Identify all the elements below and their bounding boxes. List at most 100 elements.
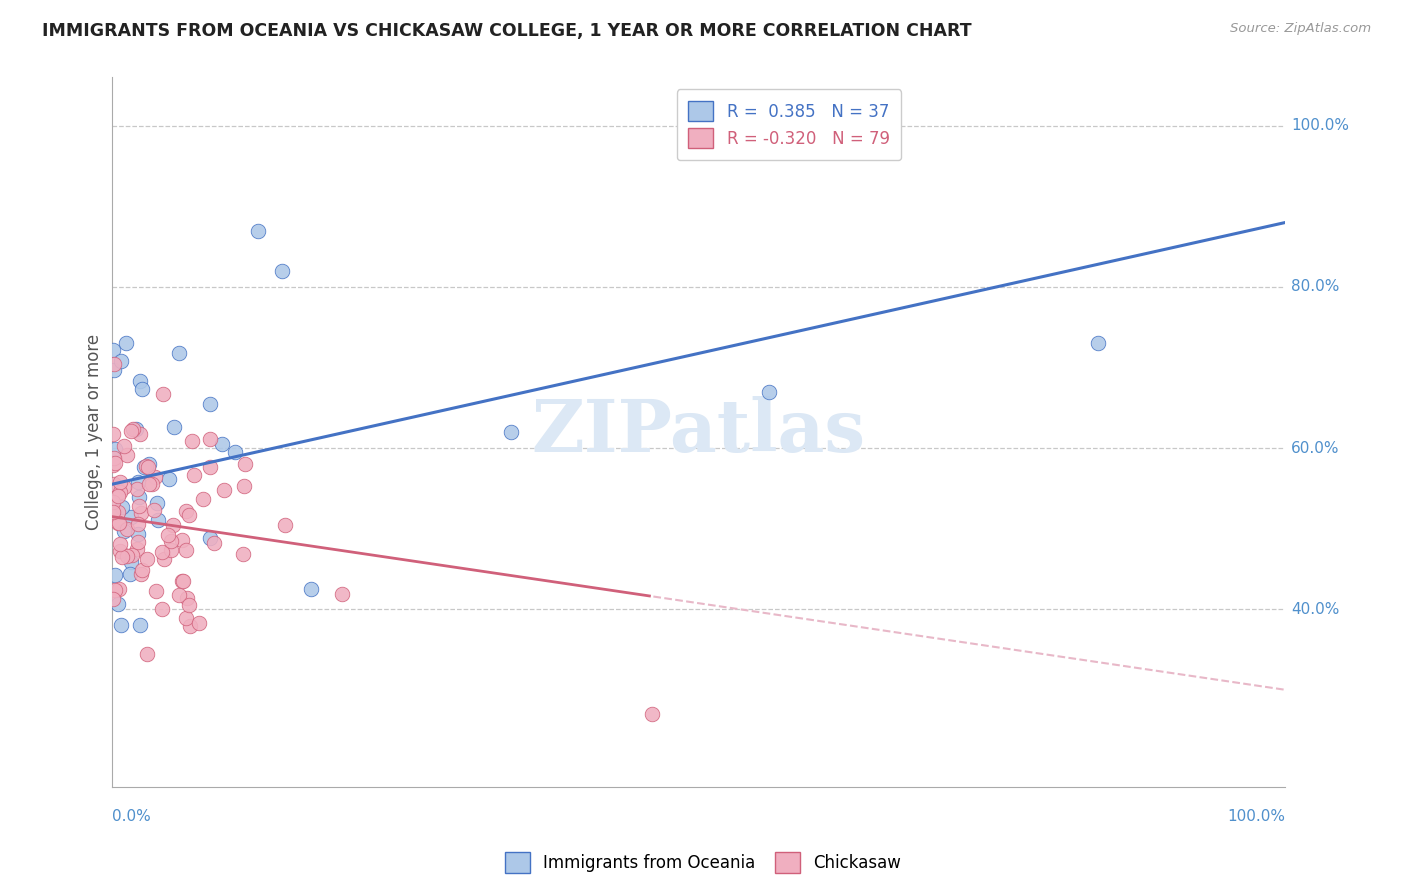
Point <box>129 566 152 581</box>
Point <box>758 384 780 399</box>
Point <box>104 456 127 470</box>
Point <box>232 547 254 561</box>
Point <box>104 567 127 582</box>
Point <box>176 504 198 518</box>
Point <box>110 484 132 499</box>
Point <box>145 584 167 599</box>
Point <box>103 450 125 465</box>
Legend: R =  0.385   N = 37, R = -0.320   N = 79: R = 0.385 N = 37, R = -0.320 N = 79 <box>676 89 901 160</box>
Point <box>211 437 233 451</box>
Point <box>128 499 150 513</box>
Point <box>162 518 184 533</box>
Point <box>110 544 132 558</box>
Point <box>114 335 136 350</box>
Point <box>176 543 198 558</box>
Point <box>153 552 176 566</box>
Point <box>111 500 134 514</box>
Point <box>152 386 174 401</box>
Point <box>121 549 143 563</box>
Point <box>108 582 131 596</box>
Point <box>120 567 142 582</box>
Point <box>108 516 131 531</box>
Point <box>101 505 124 519</box>
Point <box>156 528 179 542</box>
Text: Source: ZipAtlas.com: Source: ZipAtlas.com <box>1230 22 1371 36</box>
Point <box>167 588 190 602</box>
Legend: Immigrants from Oceania, Chickasaw: Immigrants from Oceania, Chickasaw <box>498 846 908 880</box>
Point <box>188 616 211 631</box>
Point <box>104 583 127 598</box>
Point <box>148 513 170 527</box>
Point <box>198 459 221 474</box>
Point <box>172 574 194 588</box>
Point <box>299 582 322 596</box>
Point <box>198 397 221 411</box>
Point <box>115 522 138 536</box>
Point <box>179 618 201 632</box>
Point <box>176 591 198 606</box>
Point <box>127 482 149 496</box>
Point <box>135 458 157 473</box>
Point <box>110 354 132 368</box>
Point <box>191 491 214 506</box>
Point <box>125 542 148 557</box>
Point <box>157 472 180 486</box>
Point <box>101 494 124 508</box>
Point <box>198 432 221 446</box>
Point <box>170 533 193 547</box>
Point <box>107 597 129 611</box>
Point <box>138 457 160 471</box>
Point <box>110 618 132 632</box>
Point <box>150 602 173 616</box>
Point <box>103 363 125 377</box>
Text: 80.0%: 80.0% <box>1291 279 1340 294</box>
Point <box>125 422 148 436</box>
Point <box>120 424 142 438</box>
Point <box>120 555 142 569</box>
Text: 100.0%: 100.0% <box>1291 119 1350 133</box>
Point <box>127 534 149 549</box>
Point <box>104 442 127 456</box>
Point <box>330 587 353 601</box>
Point <box>112 480 135 494</box>
Point <box>107 516 129 530</box>
Text: 60.0%: 60.0% <box>1291 441 1340 456</box>
Point <box>112 439 135 453</box>
Point <box>270 264 292 278</box>
Point <box>160 543 183 558</box>
Text: 100.0%: 100.0% <box>1227 809 1285 824</box>
Point <box>167 345 190 359</box>
Point <box>1087 336 1109 351</box>
Point <box>103 592 125 607</box>
Point <box>141 477 163 491</box>
Point <box>150 544 173 558</box>
Point <box>136 647 159 661</box>
Point <box>128 490 150 504</box>
Point <box>129 506 152 520</box>
Point <box>146 496 169 510</box>
Point <box>114 524 136 539</box>
Point <box>108 537 131 551</box>
Text: IMMIGRANTS FROM OCEANIA VS CHICKASAW COLLEGE, 1 YEAR OR MORE CORRELATION CHART: IMMIGRANTS FROM OCEANIA VS CHICKASAW COL… <box>42 22 972 40</box>
Point <box>274 517 297 532</box>
Point <box>172 574 194 588</box>
Point <box>129 618 152 632</box>
Text: 40.0%: 40.0% <box>1291 602 1340 616</box>
Point <box>107 489 129 503</box>
Y-axis label: College, 1 year or more: College, 1 year or more <box>86 334 103 530</box>
Point <box>142 503 165 517</box>
Point <box>107 505 129 519</box>
Point <box>138 477 160 491</box>
Point <box>202 536 225 550</box>
Point <box>131 382 153 396</box>
Point <box>640 706 662 721</box>
Point <box>177 598 200 612</box>
Point <box>127 517 149 532</box>
Point <box>103 357 125 371</box>
Point <box>103 458 125 472</box>
Point <box>129 374 152 388</box>
Point <box>134 459 156 474</box>
Point <box>247 223 270 237</box>
Point <box>233 479 256 493</box>
Point <box>127 527 149 541</box>
